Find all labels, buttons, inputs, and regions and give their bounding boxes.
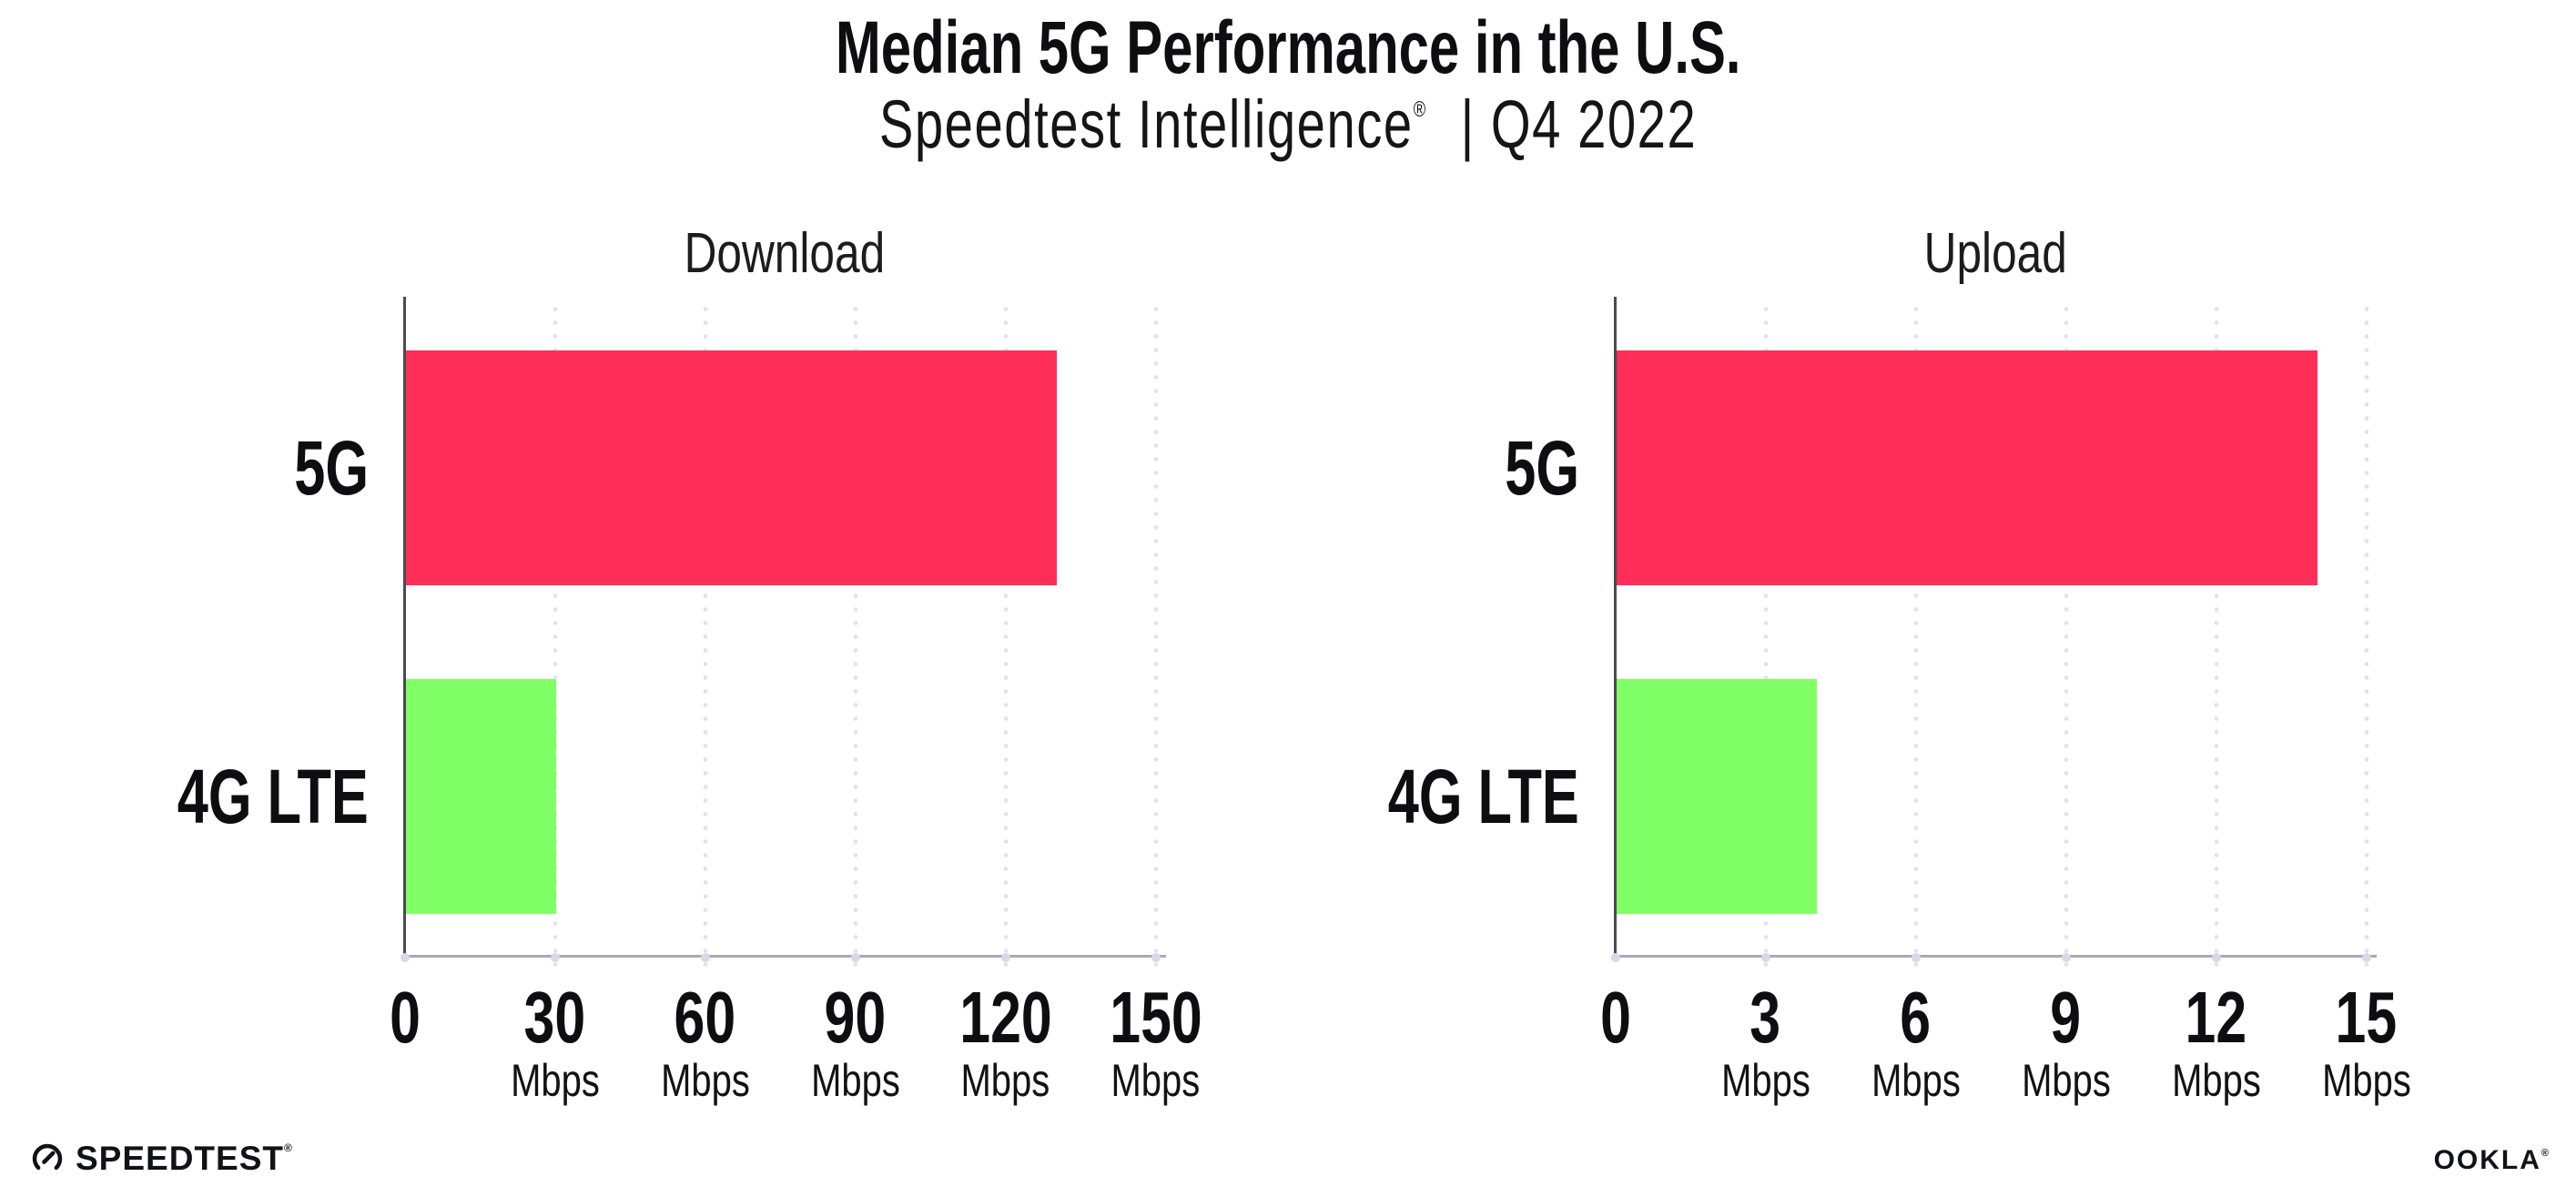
x-tick-unit: Mbps bbox=[2321, 1055, 2411, 1106]
x-tick-value: 9 bbox=[2050, 977, 2082, 1058]
x-tick-label: 12 Mbps bbox=[2160, 977, 2271, 1106]
speedtest-logo-text: SPEEDTEST® bbox=[76, 1140, 292, 1177]
x-tick-label: 90 Mbps bbox=[799, 977, 910, 1106]
axis-tick-dot bbox=[2211, 953, 2221, 962]
chart-title-upload: Upload bbox=[1923, 222, 2067, 285]
x-axis-line bbox=[403, 955, 1166, 958]
x-tick-label: 6 Mbps bbox=[1860, 977, 1971, 1106]
x-tick-label: 120 Mbps bbox=[945, 977, 1066, 1106]
x-tick-label: 0 bbox=[1595, 977, 1636, 1058]
bar-5g bbox=[1617, 350, 2317, 585]
axis-tick-dot bbox=[1911, 953, 1921, 962]
gridline bbox=[1913, 302, 1918, 976]
x-tick-unit: Mbps bbox=[2171, 1055, 2261, 1106]
registered-mark-icon: ® bbox=[284, 1141, 292, 1154]
x-tick-value: 60 bbox=[674, 977, 736, 1058]
subtitle-period: | Q4 2022 bbox=[1460, 86, 1698, 162]
y-category-label-text: 4G LTE bbox=[1387, 753, 1579, 839]
x-axis-line bbox=[1614, 955, 2377, 958]
gridline bbox=[553, 302, 557, 976]
registered-mark-icon: ® bbox=[2541, 1148, 2549, 1159]
axis-tick-dot bbox=[1610, 953, 1620, 962]
y-category-label-5g: 5G bbox=[267, 430, 369, 506]
page-subtitle: Speedtest Intelligence® | Q4 2022 bbox=[0, 91, 2576, 158]
gridline bbox=[1003, 302, 1008, 976]
y-axis-line bbox=[1614, 297, 1617, 958]
y-axis-line bbox=[403, 297, 406, 958]
x-tick-label: 3 Mbps bbox=[1709, 977, 1820, 1106]
gridline bbox=[1153, 302, 1158, 976]
gridline bbox=[1763, 302, 1768, 976]
gridline bbox=[2364, 302, 2368, 976]
bar-5g bbox=[406, 350, 1057, 585]
registered-mark-icon: ® bbox=[1413, 97, 1426, 122]
speedtest-logo: SPEEDTEST® bbox=[31, 1140, 292, 1178]
axis-tick-dot bbox=[2061, 953, 2071, 962]
axis-tick-dot bbox=[2361, 953, 2371, 962]
y-category-label-5g: 5G bbox=[1477, 430, 1579, 506]
x-tick-value: 120 bbox=[958, 977, 1052, 1058]
x-tick-unit: Mbps bbox=[1871, 1055, 1961, 1106]
x-tick-value: 6 bbox=[1900, 977, 1932, 1058]
x-tick-label: 60 Mbps bbox=[649, 977, 760, 1106]
y-category-label-text: 5G bbox=[294, 424, 369, 511]
x-tick-unit: Mbps bbox=[660, 1055, 750, 1106]
axis-tick-dot bbox=[400, 953, 410, 962]
x-tick-value: 90 bbox=[824, 977, 887, 1058]
ookla-logo: OOKLA® bbox=[2434, 1145, 2549, 1176]
chart-title-download: Download bbox=[684, 222, 886, 285]
axis-tick-dot bbox=[1760, 953, 1770, 962]
bar-4g-lte bbox=[1617, 679, 1817, 914]
x-tick-unit: Mbps bbox=[960, 1055, 1050, 1106]
x-tick-label: 150 Mbps bbox=[1095, 977, 1216, 1106]
x-tick-value: 15 bbox=[2335, 977, 2398, 1058]
bar-4g-lte bbox=[406, 679, 556, 914]
page-title: Median 5G Performance in the U.S. bbox=[0, 11, 2576, 86]
plot-area bbox=[1610, 297, 2377, 976]
ookla-logo-text: OOKLA bbox=[2433, 1145, 2541, 1175]
x-tick-value: 12 bbox=[2185, 977, 2247, 1058]
gridline bbox=[2064, 302, 2068, 976]
axis-tick-dot bbox=[700, 953, 710, 962]
x-tick-label: 0 bbox=[384, 977, 425, 1058]
subtitle-brand: Speedtest Intelligence bbox=[878, 86, 1414, 162]
x-tick-label: 30 Mbps bbox=[499, 977, 610, 1106]
y-category-label-text: 5G bbox=[1505, 424, 1579, 511]
speedtest-gauge-icon bbox=[32, 1143, 63, 1174]
gridline bbox=[853, 302, 857, 976]
x-tick-unit: Mbps bbox=[810, 1055, 900, 1106]
x-tick-value: 150 bbox=[1109, 977, 1202, 1058]
y-category-label-4g-lte: 4G LTE bbox=[106, 758, 369, 835]
y-category-label-4g-lte: 4G LTE bbox=[1317, 758, 1579, 835]
gridline bbox=[703, 302, 707, 976]
page-title-text: Median 5G Performance in the U.S. bbox=[835, 6, 1741, 89]
plot-area bbox=[400, 297, 1166, 976]
axis-tick-dot bbox=[1151, 953, 1161, 962]
x-tick-unit: Mbps bbox=[510, 1055, 600, 1106]
x-tick-value: 0 bbox=[389, 977, 421, 1058]
x-tick-unit: Mbps bbox=[2021, 1055, 2111, 1106]
axis-tick-dot bbox=[850, 953, 860, 962]
axis-tick-dot bbox=[1000, 953, 1010, 962]
x-tick-value: 3 bbox=[1749, 977, 1781, 1058]
x-tick-label: 9 Mbps bbox=[2010, 977, 2121, 1106]
y-category-label-text: 4G LTE bbox=[177, 753, 369, 839]
x-tick-unit: Mbps bbox=[1111, 1055, 1201, 1106]
x-tick-value: 0 bbox=[1599, 977, 1631, 1058]
x-tick-value: 30 bbox=[523, 977, 586, 1058]
x-tick-unit: Mbps bbox=[1720, 1055, 1810, 1106]
axis-tick-dot bbox=[550, 953, 560, 962]
gridline bbox=[2214, 302, 2218, 976]
x-tick-label: 15 Mbps bbox=[2310, 977, 2421, 1106]
